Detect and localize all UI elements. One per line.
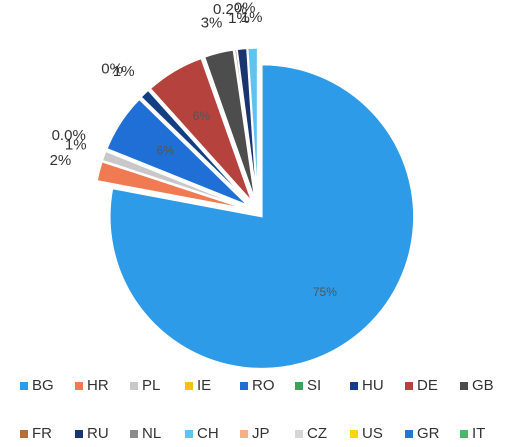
pie-slice	[149, 57, 253, 203]
data-label: 1%	[113, 63, 135, 80]
data-label: 3%	[201, 15, 223, 32]
legend-label: BG	[32, 377, 54, 394]
data-label: 1%	[241, 9, 263, 26]
legend-swatch	[240, 382, 248, 390]
legend-swatch	[405, 382, 413, 390]
legend-swatch	[20, 430, 28, 438]
legend-label: NL	[142, 425, 161, 442]
legend-label: HR	[87, 377, 109, 394]
legend-swatch	[130, 430, 138, 438]
legend-swatch	[185, 430, 193, 438]
legend-label: HU	[362, 377, 384, 394]
data-label: 6%	[193, 109, 211, 123]
legend-label: GR	[417, 425, 440, 442]
legend-swatch	[405, 430, 413, 438]
legend-label: IE	[197, 377, 211, 394]
legend-swatch	[20, 382, 28, 390]
legend-label: PL	[142, 377, 160, 394]
data-label: 0%	[101, 60, 123, 77]
data-label: 1%	[228, 10, 250, 27]
legend-swatch	[130, 382, 138, 390]
legend-label: IT	[472, 425, 485, 442]
legend-swatch	[295, 382, 303, 390]
data-label: 6%	[157, 144, 175, 158]
legend-label: FR	[32, 425, 52, 442]
pie-slice	[203, 49, 256, 201]
legend-label: CZ	[307, 425, 327, 442]
legend-swatch	[460, 382, 468, 390]
legend-label: SI	[307, 377, 321, 394]
data-label: 1%	[65, 137, 87, 154]
pie-slice	[96, 160, 247, 210]
legend-swatch	[350, 430, 358, 438]
data-label: 2%	[50, 152, 72, 169]
legend-label: DE	[417, 377, 438, 394]
legend-swatch	[75, 430, 83, 438]
data-label: 0%	[234, 0, 256, 16]
legend-swatch	[240, 430, 248, 438]
pie-slice	[139, 89, 251, 204]
legend-label: RO	[252, 377, 275, 394]
data-label: 75%	[313, 285, 337, 299]
legend-label: US	[362, 425, 383, 442]
legend-swatch	[350, 382, 358, 390]
legend-label: GB	[472, 377, 494, 394]
legend-swatch	[185, 382, 193, 390]
data-label: 0.2%	[213, 1, 247, 18]
legend-label: CH	[197, 425, 219, 442]
legend-swatch	[295, 430, 303, 438]
legend-swatch	[460, 430, 468, 438]
legend-label: RU	[87, 425, 109, 442]
legend-label: JP	[252, 425, 270, 442]
pie-slice	[105, 98, 249, 207]
legend-swatch	[75, 382, 83, 390]
data-label: 0.0%	[52, 127, 86, 144]
pie-slice	[109, 63, 415, 370]
